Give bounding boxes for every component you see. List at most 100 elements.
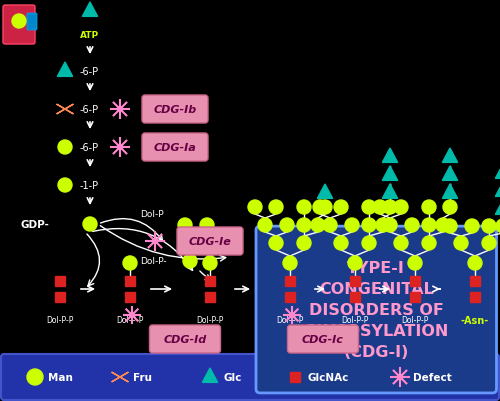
Bar xyxy=(290,372,300,382)
Polygon shape xyxy=(58,63,72,77)
Text: Dol-P-: Dol-P- xyxy=(140,257,166,266)
Text: ATP: ATP xyxy=(80,30,100,39)
Circle shape xyxy=(311,219,325,233)
Text: -Asn-: -Asn- xyxy=(461,315,489,325)
Circle shape xyxy=(348,256,362,270)
Bar xyxy=(55,292,65,302)
Text: -6-P: -6-P xyxy=(80,143,99,153)
Circle shape xyxy=(217,237,231,250)
Circle shape xyxy=(189,237,203,250)
Text: Dol-P-P: Dol-P-P xyxy=(196,315,224,324)
Bar xyxy=(470,276,480,286)
Circle shape xyxy=(130,313,134,318)
Bar xyxy=(410,276,420,286)
Text: Dol-P-P: Dol-P-P xyxy=(116,315,143,324)
Polygon shape xyxy=(56,105,74,115)
Circle shape xyxy=(27,369,43,385)
FancyBboxPatch shape xyxy=(27,14,37,31)
Circle shape xyxy=(258,219,272,233)
Circle shape xyxy=(362,237,376,250)
FancyBboxPatch shape xyxy=(142,96,208,124)
Polygon shape xyxy=(442,184,458,199)
Bar xyxy=(470,292,480,302)
Text: -6-P: -6-P xyxy=(80,105,99,115)
FancyBboxPatch shape xyxy=(256,227,496,393)
Circle shape xyxy=(203,256,217,270)
Circle shape xyxy=(297,219,311,233)
Circle shape xyxy=(394,237,408,250)
Circle shape xyxy=(405,219,419,233)
Text: CDG-Ia: CDG-Ia xyxy=(154,143,196,153)
Text: Glc: Glc xyxy=(223,372,242,382)
Circle shape xyxy=(422,200,436,215)
Polygon shape xyxy=(318,184,332,199)
Circle shape xyxy=(362,219,376,233)
Polygon shape xyxy=(112,372,128,382)
Circle shape xyxy=(422,219,436,233)
Text: Dol-P-P: Dol-P-P xyxy=(402,315,428,324)
Text: Dol-P-P: Dol-P-P xyxy=(342,315,368,324)
Circle shape xyxy=(422,237,436,250)
FancyBboxPatch shape xyxy=(142,134,208,162)
Circle shape xyxy=(334,237,348,250)
Circle shape xyxy=(58,178,72,192)
Circle shape xyxy=(468,256,482,270)
Circle shape xyxy=(436,219,450,233)
Circle shape xyxy=(248,200,262,215)
Circle shape xyxy=(334,200,348,215)
Bar xyxy=(55,276,65,286)
Polygon shape xyxy=(382,184,398,199)
Circle shape xyxy=(118,107,122,112)
Bar xyxy=(205,292,215,302)
Circle shape xyxy=(269,237,283,250)
Text: GlcNAc: GlcNAc xyxy=(308,372,350,382)
FancyBboxPatch shape xyxy=(1,354,499,400)
Circle shape xyxy=(496,219,500,233)
Circle shape xyxy=(118,145,122,150)
Bar xyxy=(205,276,215,286)
Circle shape xyxy=(408,256,422,270)
Polygon shape xyxy=(442,149,458,163)
Polygon shape xyxy=(496,200,500,215)
Circle shape xyxy=(383,219,397,233)
Polygon shape xyxy=(382,166,398,181)
Circle shape xyxy=(383,200,397,215)
Circle shape xyxy=(313,200,327,215)
Text: TYPE-I
CONGENITAL
DISORDERS OF
GLYCOSYLATION
(CDG-I): TYPE-I CONGENITAL DISORDERS OF GLYCOSYLA… xyxy=(304,260,449,359)
Circle shape xyxy=(280,219,294,233)
Polygon shape xyxy=(442,166,458,181)
Text: Man: Man xyxy=(48,372,73,382)
Text: -1-P: -1-P xyxy=(80,180,99,190)
Text: -6-P: -6-P xyxy=(80,67,99,77)
Circle shape xyxy=(58,141,72,155)
Text: Defect: Defect xyxy=(413,372,452,382)
Circle shape xyxy=(482,237,496,250)
Circle shape xyxy=(200,219,214,233)
Circle shape xyxy=(83,217,97,231)
Circle shape xyxy=(465,219,479,233)
Circle shape xyxy=(373,200,387,215)
FancyBboxPatch shape xyxy=(288,325,358,353)
Polygon shape xyxy=(202,368,218,383)
Text: CDG-Ib: CDG-Ib xyxy=(154,105,196,115)
Circle shape xyxy=(152,239,158,244)
Polygon shape xyxy=(496,164,500,179)
Text: Fru: Fru xyxy=(133,372,152,382)
Bar xyxy=(285,292,295,302)
FancyBboxPatch shape xyxy=(177,227,243,255)
Text: Dol-P-P: Dol-P-P xyxy=(276,315,303,324)
Circle shape xyxy=(362,200,376,215)
Text: Dol-P: Dol-P xyxy=(140,210,164,219)
Bar xyxy=(285,276,295,286)
Circle shape xyxy=(12,15,26,29)
Bar xyxy=(125,292,135,302)
Text: Dol-P-P: Dol-P-P xyxy=(46,315,74,324)
Circle shape xyxy=(443,219,457,233)
Circle shape xyxy=(323,219,337,233)
Circle shape xyxy=(269,200,283,215)
FancyBboxPatch shape xyxy=(150,325,220,353)
Circle shape xyxy=(376,219,390,233)
Circle shape xyxy=(345,219,359,233)
Bar xyxy=(350,276,360,286)
Circle shape xyxy=(394,200,408,215)
